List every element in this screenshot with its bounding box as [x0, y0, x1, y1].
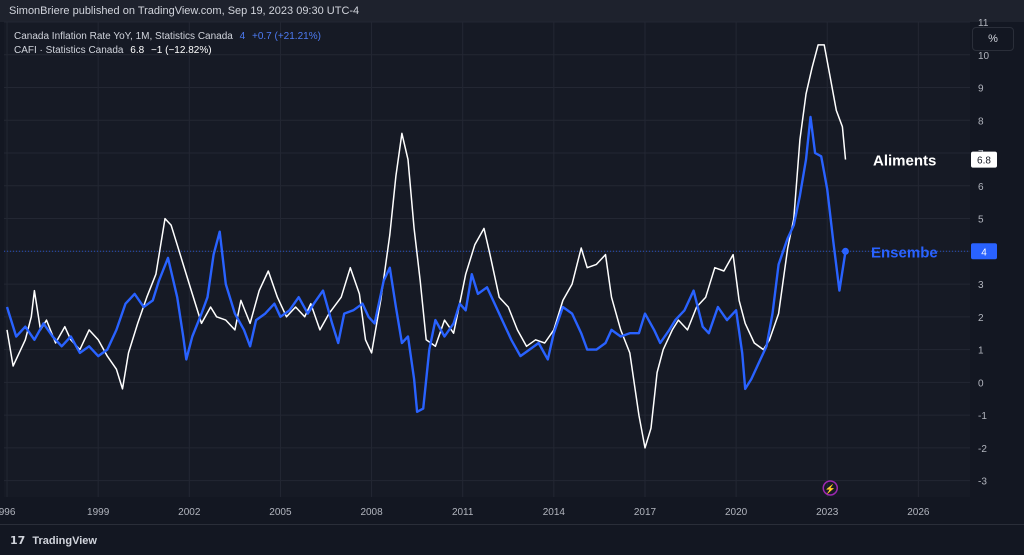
x-axis: 996 1999 2002 2005 2008 2011 2014 2017 2020 2023 2… — [0, 507, 930, 518]
legend-series2-value: 6.8 — [130, 45, 145, 56]
x-tick-label: 2026 — [907, 507, 930, 518]
y-tick-label: -3 — [978, 477, 987, 488]
series-end-point — [841, 247, 849, 255]
x-tick-label: 2008 — [360, 507, 383, 518]
price-label-box-aliments — [971, 151, 997, 168]
legend-series1-change: +0.7 (+21.21%) — [251, 31, 321, 42]
x-tick-label: 2023 — [816, 507, 839, 518]
event-marker-icon[interactable] — [822, 480, 839, 496]
series-line-aliments — [6, 44, 847, 449]
y-tick-label: 6 — [978, 182, 984, 193]
series-layer — [5, 44, 849, 449]
y-tick-label: 2 — [978, 313, 984, 324]
y-tick-label: 3 — [978, 280, 984, 291]
tradingview-logo[interactable]: 17 TradingView — [10, 534, 97, 547]
publisher-line: SimonBriere published on TradingView.com… — [9, 5, 360, 17]
price-label-aliments: 6.8 — [977, 156, 991, 167]
y-tick-label: -2 — [978, 444, 987, 455]
x-tick-label: 2005 — [269, 507, 292, 518]
annotations: Aliments Ensembe 4 6.8 ⚡ — [822, 151, 997, 496]
series-line-ensembe — [5, 115, 847, 413]
x-tick-label: 2020 — [725, 507, 748, 518]
legend-series2-change: −1 (−12.82%) — [150, 45, 212, 56]
x-tick-label: 2011 — [452, 507, 474, 518]
x-tick-label: 2002 — [178, 507, 201, 518]
legend-row-1[interactable]: Canada Inflation Rate YoY, 1M, Statistic… — [14, 31, 321, 42]
y-tick-label: 8 — [978, 116, 984, 127]
x-tick-label: 2017 — [634, 507, 657, 518]
price-label-box-ensembe — [971, 243, 997, 260]
grid-lines — [4, 21, 970, 497]
plot-area[interactable] — [4, 22, 970, 497]
x-tick-label: 1999 — [87, 507, 110, 518]
tradingview-brand: TradingView — [32, 535, 97, 547]
annotation-aliments: Aliments — [873, 153, 936, 170]
percent-scale-button[interactable]: % — [972, 27, 1014, 51]
y-tick-label: 1 — [978, 346, 984, 357]
footer-bar: 17 TradingView — [0, 524, 1024, 555]
legend-series2-label: CAFI · Statistics Canada — [14, 45, 124, 56]
legend-series1-label: Canada Inflation Rate YoY, 1M, Statistic… — [14, 31, 233, 42]
legend-row-2[interactable]: CAFI · Statistics Canada 6.8 −1 (−12.82%… — [14, 45, 212, 56]
x-tick-label: 2014 — [543, 507, 566, 518]
y-tick-label: -1 — [978, 411, 987, 422]
lightning-icon: ⚡ — [825, 483, 836, 495]
publisher-bar: SimonBriere published on TradingView.com… — [0, 0, 1024, 22]
y-tick-label: 0 — [978, 378, 984, 389]
x-tick-label: 996 — [0, 507, 16, 518]
legend-series1-value: 4 — [239, 31, 246, 42]
y-tick-label: 11 — [978, 18, 989, 29]
y-tick-label: 10 — [978, 51, 990, 62]
tradingview-logo-icon: 17 — [10, 534, 26, 547]
price-label-ensembe: 4 — [981, 247, 987, 258]
y-tick-label: 9 — [978, 84, 984, 95]
annotation-ensembe: Ensembe — [871, 244, 938, 261]
y-tick-label: 5 — [978, 215, 984, 226]
